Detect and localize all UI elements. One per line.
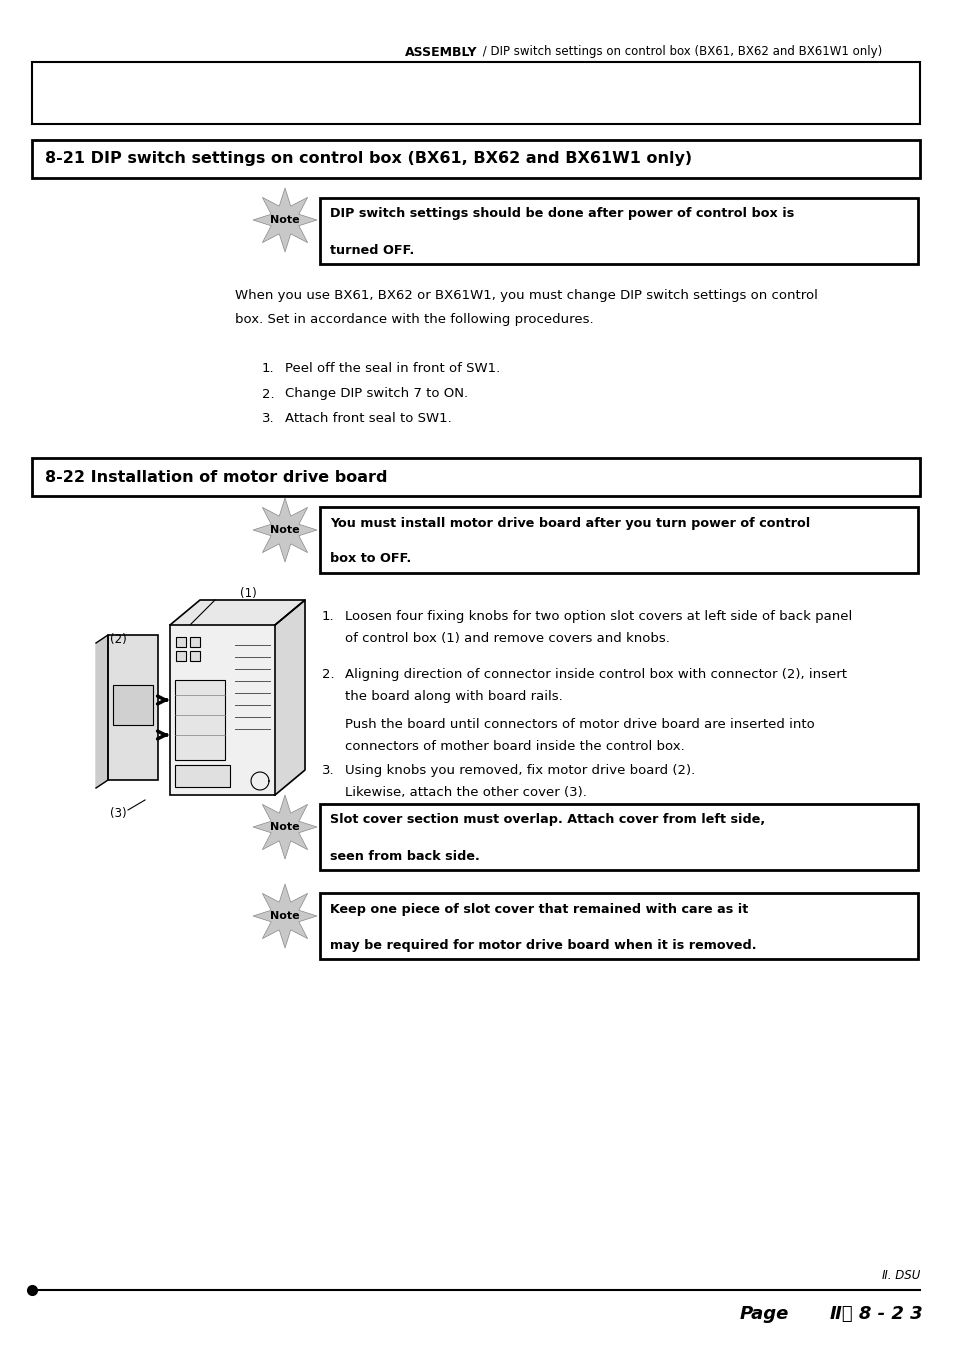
Text: 3.: 3. [322,765,335,777]
Text: Page: Page [740,1305,788,1323]
FancyBboxPatch shape [319,804,917,870]
FancyBboxPatch shape [190,638,200,647]
Text: Using knobs you removed, fix motor drive board (2).: Using knobs you removed, fix motor drive… [345,765,695,777]
Text: connectors of mother board inside the control box.: connectors of mother board inside the co… [345,740,684,753]
Polygon shape [253,188,316,253]
Text: 2.: 2. [262,388,274,400]
Text: You must install motor drive board after you turn power of control: You must install motor drive board after… [330,516,809,530]
Text: of control box (1) and remove covers and knobs.: of control box (1) and remove covers and… [345,632,669,644]
Polygon shape [253,794,316,859]
Text: Peel off the seal in front of SW1.: Peel off the seal in front of SW1. [285,362,499,374]
Polygon shape [170,600,305,626]
FancyBboxPatch shape [175,638,186,647]
Polygon shape [274,600,305,794]
Text: DIP switch settings should be done after power of control box is: DIP switch settings should be done after… [330,208,794,220]
Text: Ⅱ. DSU: Ⅱ. DSU [881,1269,919,1282]
Text: Loosen four fixing knobs for two option slot covers at left side of back panel: Loosen four fixing knobs for two option … [345,611,851,623]
FancyBboxPatch shape [170,626,274,794]
Text: may be required for motor drive board when it is removed.: may be required for motor drive board wh… [330,939,756,951]
Text: Attach front seal to SW1.: Attach front seal to SW1. [285,412,452,424]
FancyBboxPatch shape [32,458,919,496]
Text: When you use BX61, BX62 or BX61W1, you must change DIP switch settings on contro: When you use BX61, BX62 or BX61W1, you m… [234,289,817,301]
Text: Ⅱ． 8 - 2 3: Ⅱ． 8 - 2 3 [829,1305,922,1323]
Text: (3): (3) [110,807,126,820]
Text: turned OFF.: turned OFF. [330,243,414,257]
Text: 2.: 2. [322,667,335,681]
Text: seen from back side.: seen from back side. [330,850,479,862]
FancyBboxPatch shape [175,651,186,661]
Text: 1.: 1. [322,611,335,623]
Polygon shape [253,499,316,562]
Text: Note: Note [270,526,299,535]
Text: Push the board until connectors of motor drive board are inserted into: Push the board until connectors of motor… [345,717,814,731]
Text: Keep one piece of slot cover that remained with care as it: Keep one piece of slot cover that remain… [330,902,747,916]
Text: box. Set in accordance with the following procedures.: box. Set in accordance with the followin… [234,313,593,327]
FancyBboxPatch shape [319,199,917,263]
Text: 8-21 DIP switch settings on control box (BX61, BX62 and BX61W1 only): 8-21 DIP switch settings on control box … [45,151,691,166]
Text: Note: Note [270,215,299,226]
Polygon shape [96,635,108,788]
FancyBboxPatch shape [32,62,919,124]
Text: Aligning direction of connector inside control box with connector (2), insert: Aligning direction of connector inside c… [345,667,846,681]
FancyBboxPatch shape [174,765,230,788]
Text: Change DIP switch 7 to ON.: Change DIP switch 7 to ON. [285,388,468,400]
FancyBboxPatch shape [32,141,919,178]
Text: Note: Note [270,821,299,832]
Text: / DIP switch settings on control box (BX61, BX62 and BX61W1 only): / DIP switch settings on control box (BX… [478,46,882,58]
Polygon shape [253,884,316,948]
Text: (1): (1) [239,588,256,600]
Text: the board along with board rails.: the board along with board rails. [345,690,562,703]
FancyBboxPatch shape [174,680,225,761]
Text: 3.: 3. [262,412,274,424]
Text: 8-22 Installation of motor drive board: 8-22 Installation of motor drive board [45,470,387,485]
FancyBboxPatch shape [108,635,158,780]
Text: (2): (2) [110,634,126,647]
FancyBboxPatch shape [190,651,200,661]
Text: Slot cover section must overlap. Attach cover from left side,: Slot cover section must overlap. Attach … [330,813,764,827]
FancyBboxPatch shape [112,685,152,725]
Text: Likewise, attach the other cover (3).: Likewise, attach the other cover (3). [345,786,586,798]
Text: Note: Note [270,911,299,921]
FancyBboxPatch shape [319,507,917,573]
Text: ASSEMBLY: ASSEMBLY [404,46,476,58]
Text: 1.: 1. [262,362,274,374]
Text: box to OFF.: box to OFF. [330,553,411,566]
FancyBboxPatch shape [319,893,917,959]
